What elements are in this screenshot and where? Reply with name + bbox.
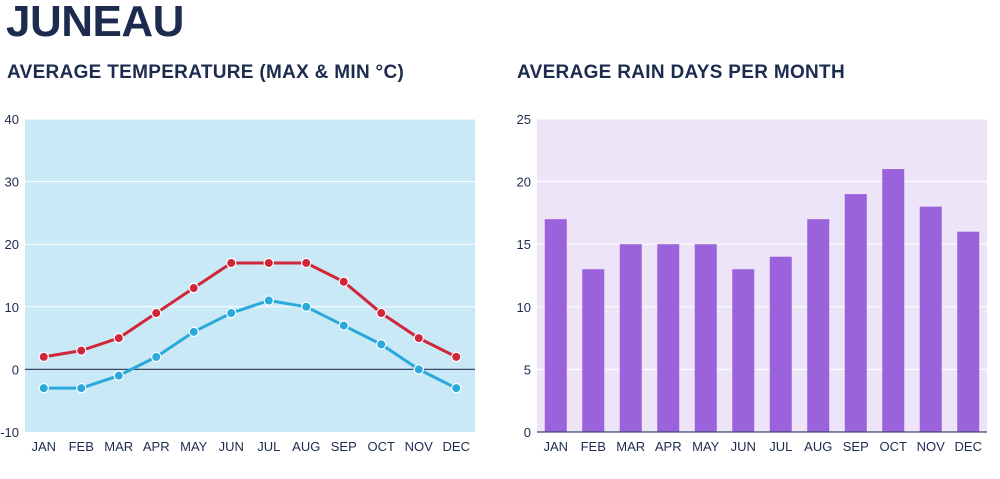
temperature-y-tick-label: 40: [5, 112, 19, 127]
rain-chart-title: AVERAGE RAIN DAYS PER MONTH: [517, 62, 845, 83]
temperature-max-point: [376, 307, 387, 319]
temperature-min-point: [301, 301, 312, 312]
rain-x-tick-label: SEP: [843, 439, 869, 454]
rain-bar: [619, 244, 642, 432]
rain-x-tick-label: JUL: [769, 439, 792, 454]
temperature-x-tick-label: MAY: [180, 439, 208, 454]
temperature-y-tick-label: 10: [5, 300, 19, 315]
rain-x-tick-label: JAN: [543, 439, 568, 454]
temperature-max-point: [301, 257, 312, 269]
rain-x-tick-label: JUN: [731, 439, 756, 454]
temperature-x-tick-label: FEB: [69, 439, 94, 454]
temperature-min-point: [188, 326, 199, 338]
temperature-plot-area: [25, 119, 475, 432]
temperature-min-point: [338, 320, 349, 331]
temperature-min-point: [413, 364, 424, 375]
rain-x-tick-label: APR: [655, 439, 682, 454]
rain-x-tick-label: NOV: [917, 439, 946, 454]
temperature-max-point: [451, 351, 462, 363]
temperature-max-point: [188, 282, 199, 294]
rain-x-tick-label: OCT: [880, 439, 908, 454]
rain-bar: [732, 269, 755, 432]
rain-bar: [882, 169, 905, 432]
rain-x-tick-label: FEB: [581, 439, 606, 454]
rain-bar: [582, 269, 605, 432]
temperature-y-tick-label: -10: [0, 425, 19, 440]
rain-y-tick-label: 0: [524, 425, 531, 440]
temperature-max-point: [338, 276, 349, 287]
rain-bar: [657, 244, 680, 432]
temperature-max-point: [151, 307, 162, 319]
city-title: JUNEAU: [6, 0, 184, 46]
temperature-min-point: [38, 382, 49, 394]
temperature-x-tick-label: AUG: [292, 439, 320, 454]
temperature-min-point: [226, 307, 237, 319]
rain-bar: [844, 194, 867, 432]
rain-x-tick-label: DEC: [955, 439, 982, 454]
temperature-min-point: [376, 339, 387, 350]
temperature-min-point: [151, 351, 162, 363]
temperature-y-tick-label: 20: [5, 237, 19, 252]
temperature-x-tick-label: MAR: [104, 439, 133, 454]
rain-x-tick-label: MAY: [692, 439, 720, 454]
rain-bar: [919, 206, 942, 432]
temperature-x-tick-label: SEP: [331, 439, 357, 454]
temperature-max-point: [263, 257, 274, 269]
temperature-x-tick-label: JAN: [31, 439, 56, 454]
rain-x-tick-label: AUG: [804, 439, 832, 454]
temperature-min-line: [43, 299, 457, 390]
rain-y-tick-label: 5: [524, 362, 531, 377]
temperature-x-tick-label: OCT: [368, 439, 396, 454]
temperature-max-point: [76, 345, 87, 356]
temperature-max-point: [226, 257, 237, 269]
temperature-chart-title: AVERAGE TEMPERATURE (MAX & MIN °C): [7, 62, 405, 83]
temperature-min-point: [263, 295, 274, 306]
temperature-x-tick-label: JUN: [219, 439, 244, 454]
temperature-max-point: [113, 332, 124, 344]
temperature-max-point: [413, 332, 424, 344]
rain-bar: [769, 256, 792, 432]
rain-bar: [957, 231, 980, 432]
temperature-x-tick-label: DEC: [443, 439, 470, 454]
rain-y-tick-label: 15: [517, 237, 531, 252]
temperature-x-tick-label: NOV: [405, 439, 434, 454]
temperature-x-tick-label: JUL: [257, 439, 280, 454]
temperature-min-point: [451, 382, 462, 394]
temperature-min-point: [113, 370, 124, 381]
rain-y-tick-label: 20: [517, 175, 531, 190]
rain-bar: [807, 219, 830, 432]
rain-y-tick-label: 10: [517, 300, 531, 315]
temperature-x-tick-label: APR: [143, 439, 170, 454]
temperature-max-point: [38, 351, 49, 363]
temperature-min-point: [76, 382, 87, 394]
rain-bar: [544, 219, 567, 432]
rain-bar: [694, 244, 717, 432]
rain-y-tick-label: 25: [517, 112, 531, 127]
rain-plot-area: [537, 119, 987, 432]
temperature-y-tick-label: 30: [5, 175, 19, 190]
temperature-max-line: [43, 261, 457, 359]
temperature-y-tick-label: 0: [12, 362, 19, 377]
rain-x-tick-label: MAR: [616, 439, 645, 454]
